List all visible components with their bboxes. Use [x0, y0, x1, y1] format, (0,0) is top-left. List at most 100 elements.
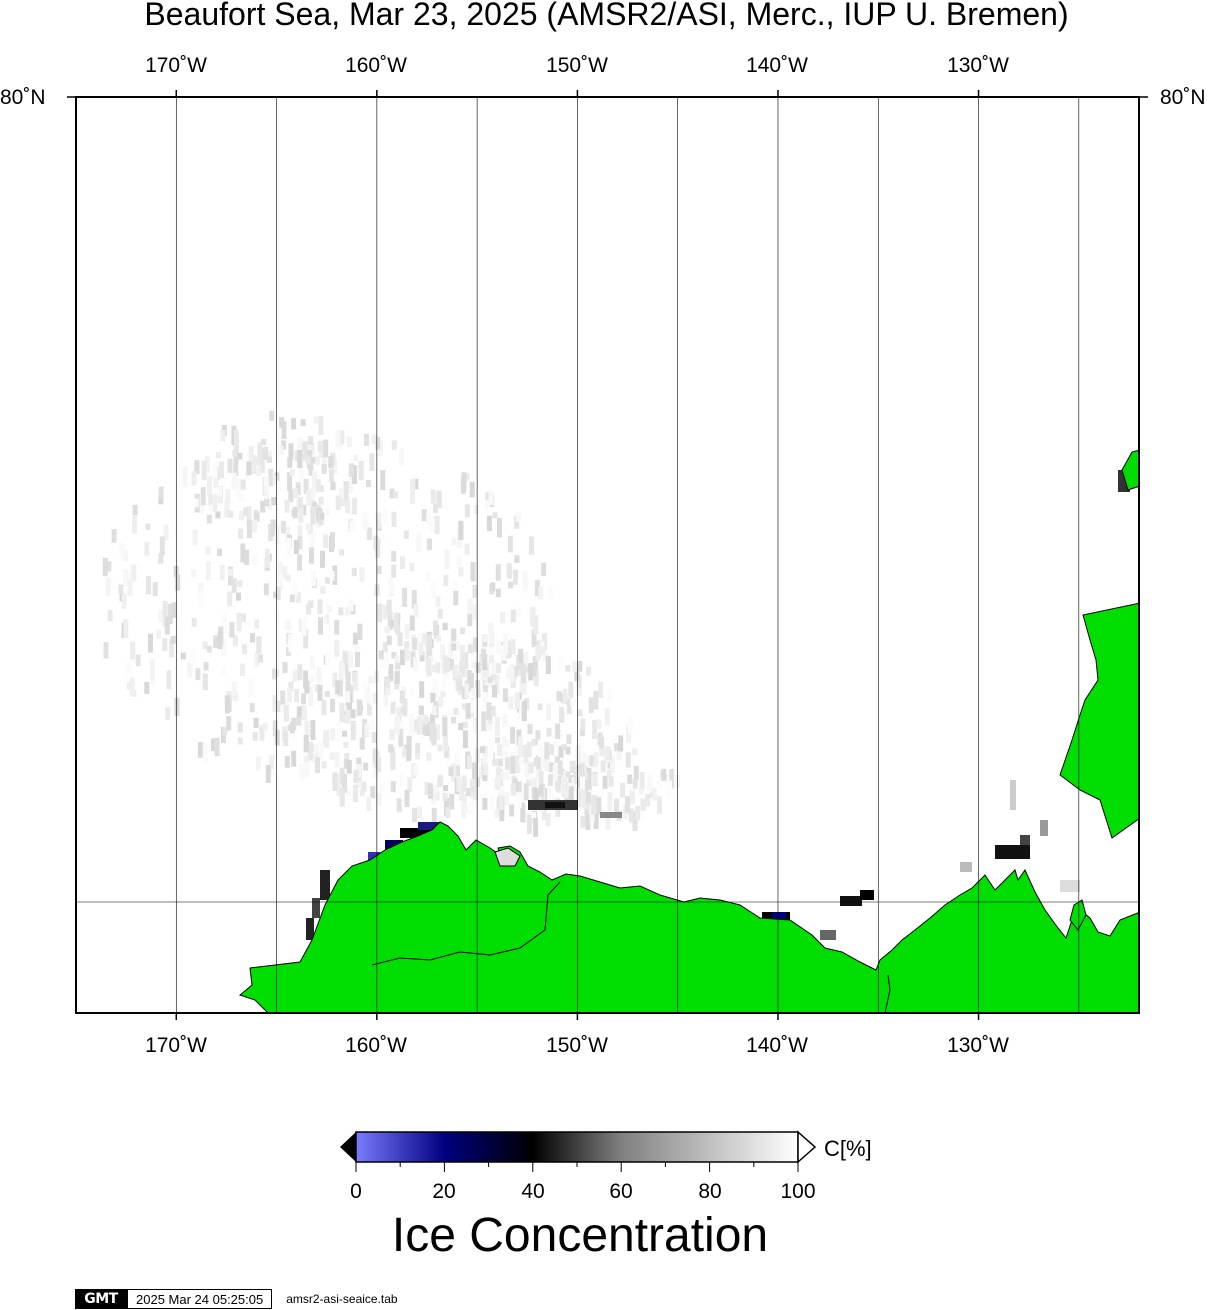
ice-pixel: [328, 469, 334, 482]
ice-pixel: [471, 688, 477, 700]
ice-pixel: [444, 669, 450, 680]
ice-pixel: [378, 650, 384, 660]
ice-pixel: [325, 508, 331, 516]
ice-pixel: [402, 747, 408, 758]
ice-pixel: [264, 548, 270, 568]
ice-pixel: [339, 549, 345, 556]
ice-pixel: [293, 488, 299, 499]
ice-pixel: [568, 775, 574, 783]
ice-pixel: [201, 460, 207, 481]
ice-pixel: [355, 645, 361, 652]
ice-pixel: [268, 468, 274, 487]
ice-pixel: [357, 700, 363, 716]
ice-pixel: [579, 729, 585, 737]
ice-pixel: [252, 554, 258, 565]
ice-pixel: [343, 741, 349, 748]
ice-pixel: [226, 690, 232, 699]
ice-pixel: [272, 668, 277, 680]
ice-pixel: [275, 700, 281, 712]
ice-pixel: [297, 534, 303, 550]
colorbar-tick-0: 0: [350, 1180, 362, 1203]
ice-pixel: [432, 665, 437, 673]
ice-pixel: [430, 787, 436, 804]
lon-label-bottom-140w: 140˚W: [746, 1034, 808, 1057]
ice-pixel: [498, 794, 504, 810]
ice-pixel: [213, 478, 219, 488]
ice-pixel: [499, 771, 505, 781]
ice-pixel: [540, 757, 546, 769]
ice-pixel: [281, 440, 287, 450]
ice-pixel: [297, 524, 303, 536]
ice-pixel: [449, 658, 454, 671]
ice-pixel: [430, 722, 436, 743]
ice-pixel: [661, 768, 667, 781]
ice-pixel: [191, 617, 197, 627]
ice-pixel: [259, 461, 265, 473]
ice-pixel: [515, 512, 521, 522]
ice-pixel: [321, 761, 327, 769]
ice-pixel: [287, 472, 293, 491]
ice-pixel: [372, 692, 378, 704]
ice-pixel: [203, 662, 209, 671]
ice-pixel: [431, 807, 437, 822]
ice-pixel: [166, 670, 172, 690]
ice-pixel: [586, 666, 592, 676]
ice-pixel: [535, 644, 541, 662]
ice-pixel: [586, 772, 592, 792]
ice-pixel: [121, 593, 127, 609]
ice-pixel: [314, 743, 320, 762]
ice-pixel: [366, 527, 372, 541]
ice-pixel: [545, 656, 551, 674]
ice-pixel: [625, 752, 631, 768]
ice-pixel: [169, 638, 175, 658]
colorbar: [340, 1130, 817, 1172]
ice-pixel: [471, 762, 477, 782]
ice-pixel: [444, 657, 450, 672]
colorbar-tick-40: 40: [521, 1180, 545, 1203]
lon-label-top-150w: 150˚W: [546, 54, 608, 77]
ice-pixel: [297, 449, 303, 468]
ice-pixel: [396, 798, 402, 813]
ice-pixel: [315, 479, 321, 493]
ice-pixel: [461, 775, 467, 792]
ice-pixel: [390, 781, 396, 793]
ice-pixel: [431, 705, 437, 715]
ice-pixel: [339, 788, 345, 807]
ice-pixel: [592, 719, 598, 740]
ice-pixel: [510, 609, 516, 623]
ice-pixel: [565, 783, 571, 793]
ice-pixel: [240, 663, 245, 676]
ice-pixel: [579, 763, 585, 782]
ice-pixel: [315, 455, 321, 466]
ice-pixel: [640, 798, 646, 811]
ocean-area: [76, 97, 1139, 1013]
ice-pixel: [379, 784, 385, 793]
ice-pixel: [167, 603, 173, 624]
ice-pixel: [455, 764, 460, 777]
ice-pixel: [531, 629, 537, 648]
ice-pixel: [486, 702, 492, 720]
ice-pixel: [413, 657, 419, 671]
ice-pixel: [309, 676, 314, 684]
ice-pixel: [389, 577, 394, 595]
ice-pixel: [551, 733, 557, 750]
ice-pixel: [233, 463, 239, 477]
ice-pixel: [350, 709, 356, 719]
ice-pixel: [238, 528, 243, 539]
ice-pixel: [402, 587, 408, 607]
ice-pixel: [489, 794, 495, 810]
ice-pixel: [482, 692, 488, 706]
ice-pixel: [381, 506, 387, 524]
ice-pixel: [514, 692, 520, 710]
ice-pixel: [362, 512, 368, 531]
ice-pixel: [403, 530, 409, 539]
ice-pixel: [413, 763, 419, 776]
ice-pixel: [442, 717, 448, 737]
ice-pixel: [534, 580, 540, 597]
ice-pixel: [366, 480, 371, 487]
ice-pixel: [437, 777, 443, 787]
ice-pixel: [285, 574, 291, 582]
ice-pixel: [263, 476, 269, 492]
ice-pixel: [568, 681, 574, 698]
ice-pixel: [342, 730, 347, 737]
